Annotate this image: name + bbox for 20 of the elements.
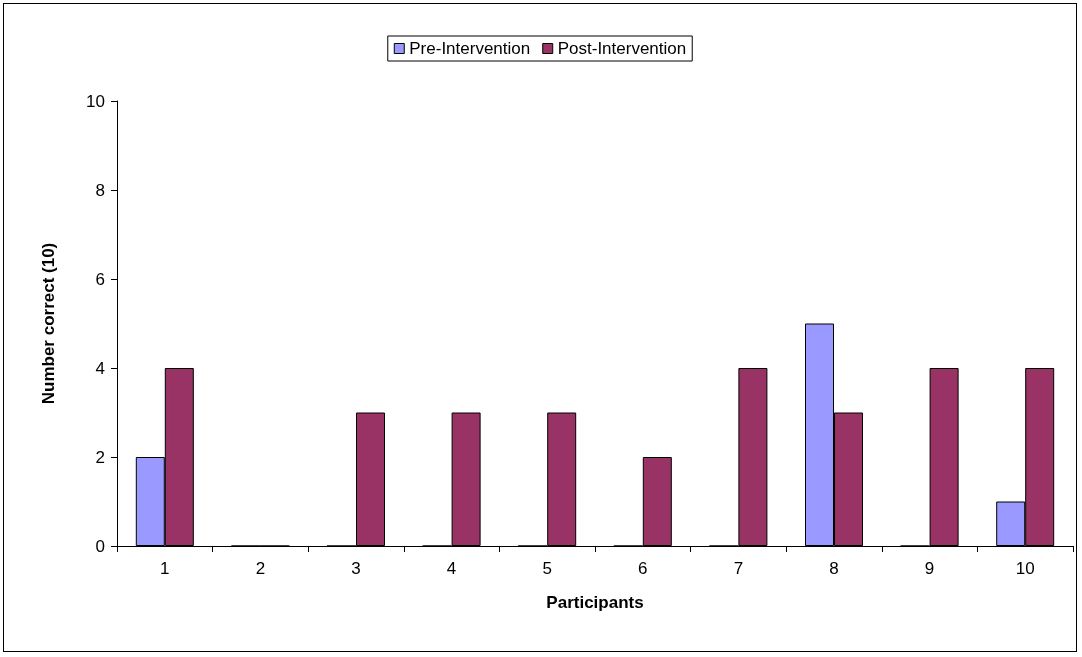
x-tick-label: 5 bbox=[542, 559, 552, 578]
y-tick-label: 8 bbox=[95, 180, 105, 200]
y-tick-label: 4 bbox=[95, 358, 105, 378]
x-axis-title: Participants bbox=[546, 593, 644, 612]
x-tick-label: 9 bbox=[924, 559, 935, 578]
y-axis-title: Number correct (10) bbox=[39, 242, 58, 405]
x-tick-label: 4 bbox=[446, 559, 457, 578]
y-tick-label: 0 bbox=[95, 536, 105, 556]
x-tick-label: 6 bbox=[638, 559, 648, 578]
x-tick-label: 1 bbox=[160, 559, 170, 578]
x-tick-label: 8 bbox=[829, 559, 839, 578]
x-tick-label: 2 bbox=[255, 559, 266, 578]
y-tick-label: 10 bbox=[86, 91, 105, 111]
x-tick-label: 7 bbox=[733, 559, 744, 578]
x-tick-label: 10 bbox=[1015, 559, 1035, 578]
y-tick-label: 2 bbox=[95, 447, 105, 467]
x-tick-label: 3 bbox=[351, 559, 361, 578]
legend-label: Pre-Intervention bbox=[409, 39, 531, 58]
legend-label: Post-Intervention bbox=[557, 39, 687, 58]
y-tick-label: 6 bbox=[95, 269, 105, 289]
